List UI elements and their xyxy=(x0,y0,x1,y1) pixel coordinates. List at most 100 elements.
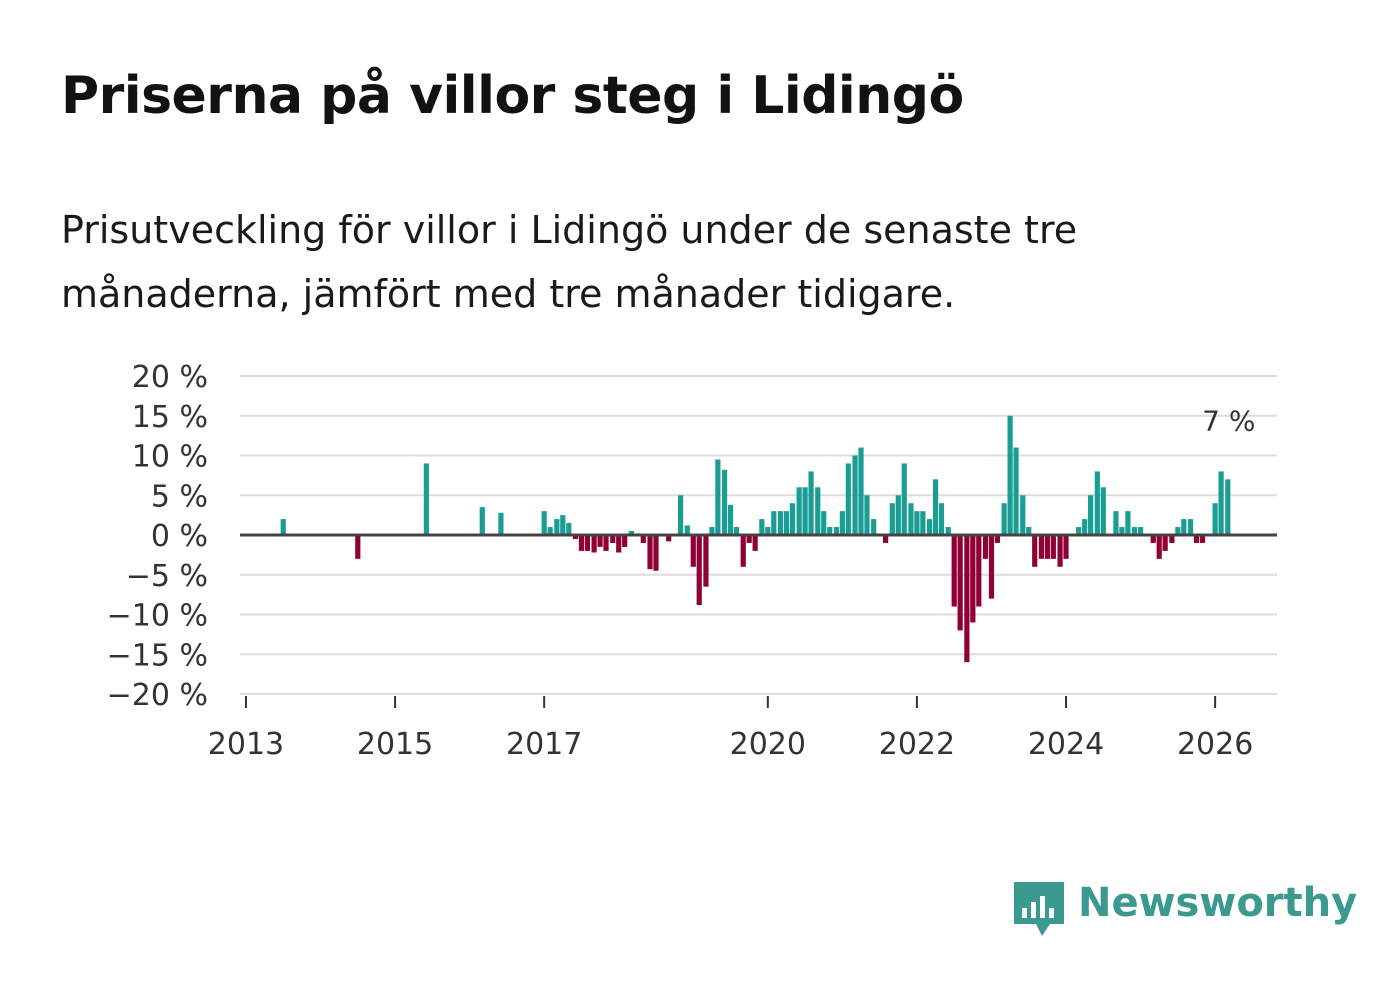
bar xyxy=(703,535,709,587)
bar xyxy=(640,535,646,543)
bar xyxy=(982,535,989,559)
bar xyxy=(1199,535,1206,543)
bar xyxy=(1212,503,1218,535)
bar xyxy=(566,523,572,535)
bar xyxy=(560,515,566,536)
bar xyxy=(1119,527,1125,535)
bar xyxy=(1038,535,1045,559)
bar xyxy=(1150,535,1156,543)
bar xyxy=(1132,527,1138,535)
bar xyxy=(1100,487,1106,535)
bar xyxy=(1020,495,1026,535)
bar-chart: 20 % 15 % 10 % 5 % 0 % −5 % −10 % −15 % −20 % 20… xyxy=(107,360,1277,762)
bar xyxy=(852,455,858,535)
bar xyxy=(988,535,995,599)
chart-title: Priserna på villor steg i Lidingö xyxy=(61,66,964,126)
bar xyxy=(957,535,963,631)
bar xyxy=(1193,535,1200,543)
bar xyxy=(1088,495,1094,535)
bar xyxy=(901,463,907,535)
bar xyxy=(653,535,659,571)
bar xyxy=(1076,527,1082,535)
y-tick-label: −20 % xyxy=(107,678,208,713)
x-tick-label: 2022 xyxy=(879,727,955,762)
bar xyxy=(771,511,777,535)
bar xyxy=(938,503,945,535)
y-axis: 20 % 15 % 10 % 5 % 0 % −5 % −10 % −15 % −20 % xyxy=(107,360,208,713)
bar xyxy=(796,487,802,535)
bar xyxy=(964,535,970,663)
bar xyxy=(616,535,622,553)
bar xyxy=(1218,471,1224,535)
bar xyxy=(597,535,603,547)
bar xyxy=(584,535,591,551)
bar xyxy=(1094,471,1100,535)
y-tick-label: 20 % xyxy=(132,360,208,395)
bar xyxy=(883,535,889,543)
x-tick-label: 2020 xyxy=(730,727,806,762)
bar xyxy=(976,535,982,607)
bar xyxy=(1113,511,1119,535)
bar xyxy=(715,459,721,535)
x-axis: 2013 2015 2017 2020 2022 2024 2026 xyxy=(208,696,1253,762)
bar xyxy=(914,511,920,535)
bar xyxy=(783,511,790,535)
y-tick-label: 15 % xyxy=(132,400,208,435)
brand-name: Newsworthy xyxy=(1078,880,1358,926)
bar xyxy=(871,519,877,535)
y-tick-label: 10 % xyxy=(132,440,208,475)
bar xyxy=(1137,527,1144,535)
y-tick-label: −10 % xyxy=(107,599,208,634)
bar xyxy=(677,495,684,535)
bar xyxy=(746,535,752,543)
x-tick-label: 2024 xyxy=(1028,727,1104,762)
bar-series xyxy=(280,415,1231,663)
bar xyxy=(1156,535,1162,559)
bar xyxy=(1175,527,1181,535)
bar xyxy=(1162,535,1168,551)
bar xyxy=(547,527,553,535)
y-tick-label: 5 % xyxy=(151,479,208,514)
bar xyxy=(479,507,485,535)
bar xyxy=(1013,447,1019,535)
bar xyxy=(1007,415,1013,535)
bar xyxy=(740,535,746,567)
chart-subtitle: Prisutveckling för villor i Lidingö unde… xyxy=(61,208,1078,316)
bar xyxy=(926,519,933,535)
bar xyxy=(1181,519,1187,535)
bar xyxy=(752,535,758,551)
bar xyxy=(759,519,765,535)
bar xyxy=(578,535,585,551)
bar xyxy=(920,511,926,535)
bar xyxy=(355,535,361,559)
bar xyxy=(1125,511,1131,535)
bar xyxy=(591,535,597,553)
bar xyxy=(970,535,976,623)
bar xyxy=(827,527,833,535)
bar xyxy=(833,527,840,535)
bar xyxy=(709,527,715,535)
bar xyxy=(610,535,616,543)
bar xyxy=(684,525,690,535)
bar xyxy=(603,535,609,551)
bar xyxy=(1187,519,1194,535)
bar xyxy=(727,504,734,535)
bar xyxy=(1082,519,1088,535)
bar xyxy=(628,531,634,535)
newsworthy-logo-icon xyxy=(1014,882,1064,936)
bar xyxy=(994,535,1001,543)
bar xyxy=(821,511,827,535)
bar xyxy=(666,535,672,542)
bar xyxy=(889,503,895,535)
bar xyxy=(423,463,429,535)
x-tick-label: 2013 xyxy=(208,727,284,762)
y-tick-label: −15 % xyxy=(107,638,208,673)
bar xyxy=(1225,479,1231,535)
bar xyxy=(1044,535,1050,559)
bar xyxy=(845,463,851,535)
bar xyxy=(622,535,628,547)
x-tick-label: 2026 xyxy=(1177,727,1253,762)
bar xyxy=(951,535,957,607)
bar xyxy=(1063,535,1069,559)
bar xyxy=(1169,535,1175,543)
